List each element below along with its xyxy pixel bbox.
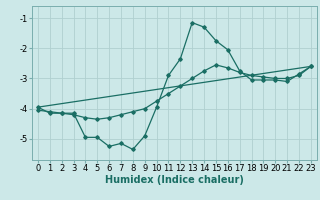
X-axis label: Humidex (Indice chaleur): Humidex (Indice chaleur) xyxy=(105,175,244,185)
